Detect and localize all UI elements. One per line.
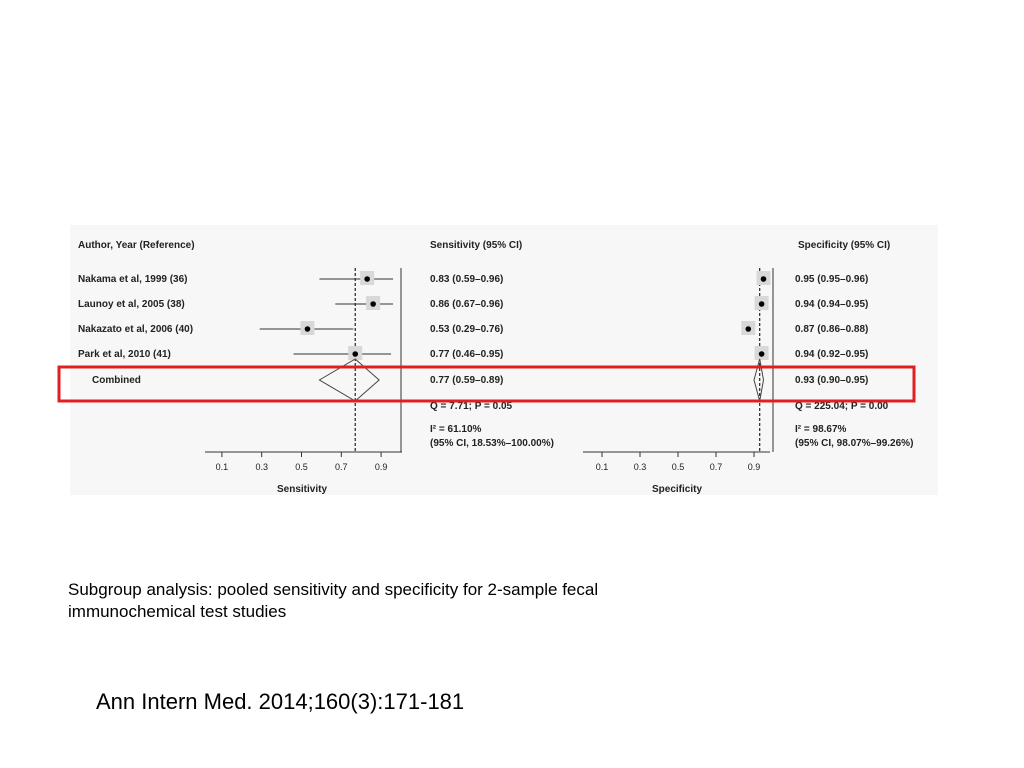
study-label-3: Nakazato et al, 2006 (40) [78,324,193,335]
specificity-axis-label: Specificity [652,484,702,495]
spec-point-2 [758,301,765,307]
sens-point-1 [364,276,370,282]
header-specificity: Specificity (95% CI) [798,240,890,251]
figure-background [70,225,938,495]
sens-i2-ci: (95% CI, 18.53%–100.00%) [430,438,554,449]
spec-point-4 [758,351,765,357]
figure-caption: Subgroup analysis: pooled sensitivity an… [68,579,768,623]
sens-tick-label-5: 0.9 [375,462,388,472]
spec-tick-label-1: 0.1 [596,462,609,472]
spec-value-1: 0.95 (0.95–0.96) [795,274,868,285]
spec-value-combined: 0.93 (0.90–0.95) [795,375,868,386]
header-sensitivity: Sensitivity (95% CI) [430,240,522,251]
sens-point-3 [304,326,311,332]
caption-line-1: Subgroup analysis: pooled sensitivity an… [68,580,599,599]
spec-point-1 [760,276,767,282]
sens-point-4 [352,351,359,357]
combined-highlight-box [57,365,916,403]
spec-tick-label-5: 0.9 [748,462,761,472]
sensitivity-axis-label: Sensitivity [277,484,327,495]
spec-tick-label-3: 0.5 [672,462,685,472]
sens-value-1: 0.83 (0.59–0.96) [430,274,503,285]
spec-value-4: 0.94 (0.92–0.95) [795,349,868,360]
sens-tick-label-4: 0.7 [335,462,348,472]
study-label-1: Nakama et al, 1999 (36) [78,274,188,285]
sens-i2-stat: I² = 61.10% [430,424,482,435]
caption-line-2: immunochemical test studies [68,602,287,621]
spec-value-2: 0.94 (0.94–0.95) [795,299,868,310]
spec-i2-ci: (95% CI, 98.07%–99.26%) [795,438,913,449]
study-label-4: Park et al, 2010 (41) [78,349,171,360]
spec-tick-label-2: 0.3 [634,462,647,472]
combined-label: Combined [92,375,141,386]
sens-value-4: 0.77 (0.46–0.95) [430,349,503,360]
sens-value-2: 0.86 (0.67–0.96) [430,299,503,310]
sens-tick-label-1: 0.1 [216,462,229,472]
citation: Ann Intern Med. 2014;160(3):171-181 [96,689,465,714]
sensitivity-panel: 0.1 0.3 0.5 0.7 0.9 [205,268,402,472]
spec-q-stat: Q = 225.04; P = 0.00 [795,401,889,412]
header-study: Author, Year (Reference) [78,240,195,251]
study-label-2: Launoy et al, 2005 (38) [78,299,185,310]
sens-tick-label-2: 0.3 [255,462,268,472]
spec-point-3 [745,326,752,332]
spec-tick-label-4: 0.7 [710,462,723,472]
sens-value-3: 0.53 (0.29–0.76) [430,324,503,335]
sens-tick-label-3: 0.5 [295,462,308,472]
sens-value-combined: 0.77 (0.59–0.89) [430,375,503,386]
spec-value-3: 0.87 (0.86–0.88) [795,324,868,335]
sens-q-stat: Q = 7.71; P = 0.05 [430,401,513,412]
spec-i2-stat: I² = 98.67% [795,424,847,435]
sens-point-2 [370,301,376,307]
